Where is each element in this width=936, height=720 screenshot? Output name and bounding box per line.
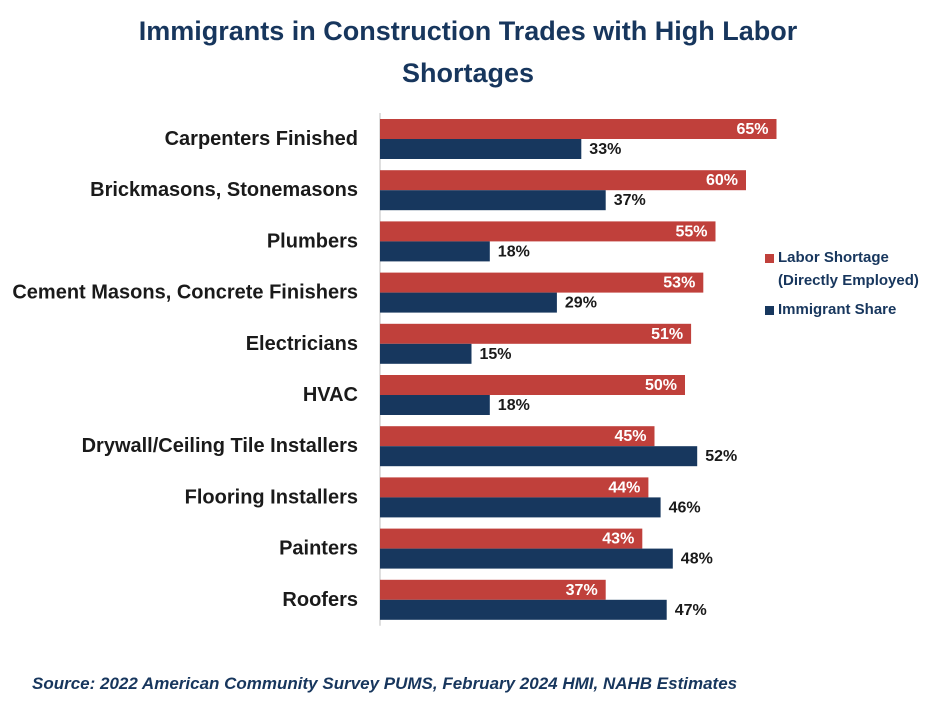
bar-immigrant-share-plumbers xyxy=(380,241,490,262)
bar-immigrant-share-hvac xyxy=(380,395,490,415)
data-label-immigrant-share-plumbers: 18% xyxy=(498,243,530,260)
data-label-immigrant-share-roofers: 47% xyxy=(675,602,707,619)
data-label-labor-shortage-flooring-installers: 44% xyxy=(608,479,640,496)
bar-labor-shortage-cement-masons-concrete-finishers xyxy=(380,272,704,293)
data-label-immigrant-share-drywall-ceiling-tile-installers: 52% xyxy=(705,448,737,465)
bar-immigrant-share-flooring-installers xyxy=(380,497,661,518)
bar-labor-shortage-electricians xyxy=(380,323,692,344)
category-label-cement-masons-concrete-finishers: Cement Masons, Concrete Finishers xyxy=(12,282,358,304)
bar-labor-shortage-painters xyxy=(380,528,643,549)
data-label-immigrant-share-painters: 48% xyxy=(681,551,713,568)
chart-title-line-1: Immigrants in Construction Trades with H… xyxy=(138,16,798,46)
bar-labor-shortage-carpenters-finished xyxy=(380,119,777,139)
bar-labor-shortage-drywall-ceiling-tile-installers xyxy=(380,426,655,447)
data-label-immigrant-share-electricians: 15% xyxy=(480,346,512,363)
legend-item-labor-shortage: Labor Shortage (Directly Employed) xyxy=(765,246,919,292)
data-label-labor-shortage-electricians: 51% xyxy=(651,326,683,343)
source-note: Source: 2022 American Community Survey P… xyxy=(32,674,738,693)
data-label-labor-shortage-cement-masons-concrete-finishers: 53% xyxy=(663,275,695,292)
bar-labor-shortage-roofers xyxy=(380,579,606,600)
chart-title-line-2: Shortages xyxy=(401,58,535,88)
data-label-labor-shortage-hvac: 50% xyxy=(645,377,677,394)
category-label-painters: Painters xyxy=(279,538,358,560)
legend-label-labor-shortage-line-2: (Directly Employed) xyxy=(778,272,919,289)
chart-legend: Labor Shortage (Directly Employed) Immig… xyxy=(765,246,919,321)
data-label-labor-shortage-brickmasons-stonemasons: 60% xyxy=(706,172,738,189)
legend-swatch-labor-shortage xyxy=(765,254,774,263)
bar-labor-shortage-plumbers xyxy=(380,221,716,242)
data-label-labor-shortage-plumbers: 55% xyxy=(675,223,707,240)
category-label-plumbers: Plumbers xyxy=(267,230,358,252)
bar-labor-shortage-brickmasons-stonemasons xyxy=(380,170,746,191)
bar-labor-shortage-hvac xyxy=(380,375,685,395)
bar-labor-shortage-flooring-installers xyxy=(380,477,649,498)
category-label-roofers: Roofers xyxy=(282,589,358,611)
category-label-brickmasons-stonemasons: Brickmasons, Stonemasons xyxy=(90,179,358,201)
chart-title: Immigrants in Construction Trades with H… xyxy=(0,10,936,94)
category-label-carpenters-finished: Carpenters Finished xyxy=(165,128,358,150)
category-label-hvac: HVAC xyxy=(303,384,358,406)
data-label-immigrant-share-carpenters-finished: 33% xyxy=(589,141,621,158)
category-label-drywall-ceiling-tile-installers: Drywall/Ceiling Tile Installers xyxy=(82,435,358,457)
bar-immigrant-share-painters xyxy=(380,548,673,569)
legend-swatch-immigrant-share xyxy=(765,306,774,315)
legend-label-labor-shortage-line-1: Labor Shortage xyxy=(778,249,889,266)
data-label-labor-shortage-painters: 43% xyxy=(602,531,634,548)
data-label-immigrant-share-flooring-installers: 46% xyxy=(669,499,701,516)
category-label-flooring-installers: Flooring Installers xyxy=(185,486,358,508)
legend-item-immigrant-share: Immigrant Share xyxy=(765,298,919,321)
category-label-electricians: Electricians xyxy=(246,333,358,355)
data-label-immigrant-share-cement-masons-concrete-finishers: 29% xyxy=(565,295,597,312)
bar-immigrant-share-brickmasons-stonemasons xyxy=(380,190,606,211)
bar-immigrant-share-cement-masons-concrete-finishers xyxy=(380,292,557,313)
bar-immigrant-share-drywall-ceiling-tile-installers xyxy=(380,446,698,467)
bar-immigrant-share-carpenters-finished xyxy=(380,139,582,159)
data-label-labor-shortage-drywall-ceiling-tile-installers: 45% xyxy=(614,428,646,445)
data-label-immigrant-share-brickmasons-stonemasons: 37% xyxy=(614,192,646,209)
bar-immigrant-share-roofers xyxy=(380,599,667,620)
data-label-labor-shortage-roofers: 37% xyxy=(566,582,598,599)
bar-immigrant-share-electricians xyxy=(380,343,472,364)
data-label-labor-shortage-carpenters-finished: 65% xyxy=(736,121,768,138)
data-label-immigrant-share-hvac: 18% xyxy=(498,397,530,414)
legend-label-immigrant-share: Immigrant Share xyxy=(778,301,897,318)
